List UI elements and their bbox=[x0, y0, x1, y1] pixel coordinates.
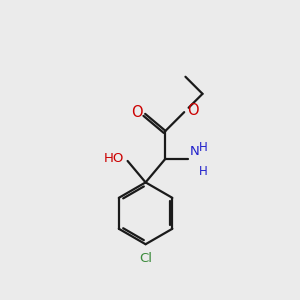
Text: Cl: Cl bbox=[139, 253, 152, 266]
Text: O: O bbox=[187, 103, 199, 118]
Text: H: H bbox=[198, 165, 207, 178]
Text: HO: HO bbox=[104, 152, 124, 165]
Text: N: N bbox=[190, 145, 200, 158]
Text: O: O bbox=[131, 105, 143, 120]
Text: H: H bbox=[198, 141, 207, 154]
